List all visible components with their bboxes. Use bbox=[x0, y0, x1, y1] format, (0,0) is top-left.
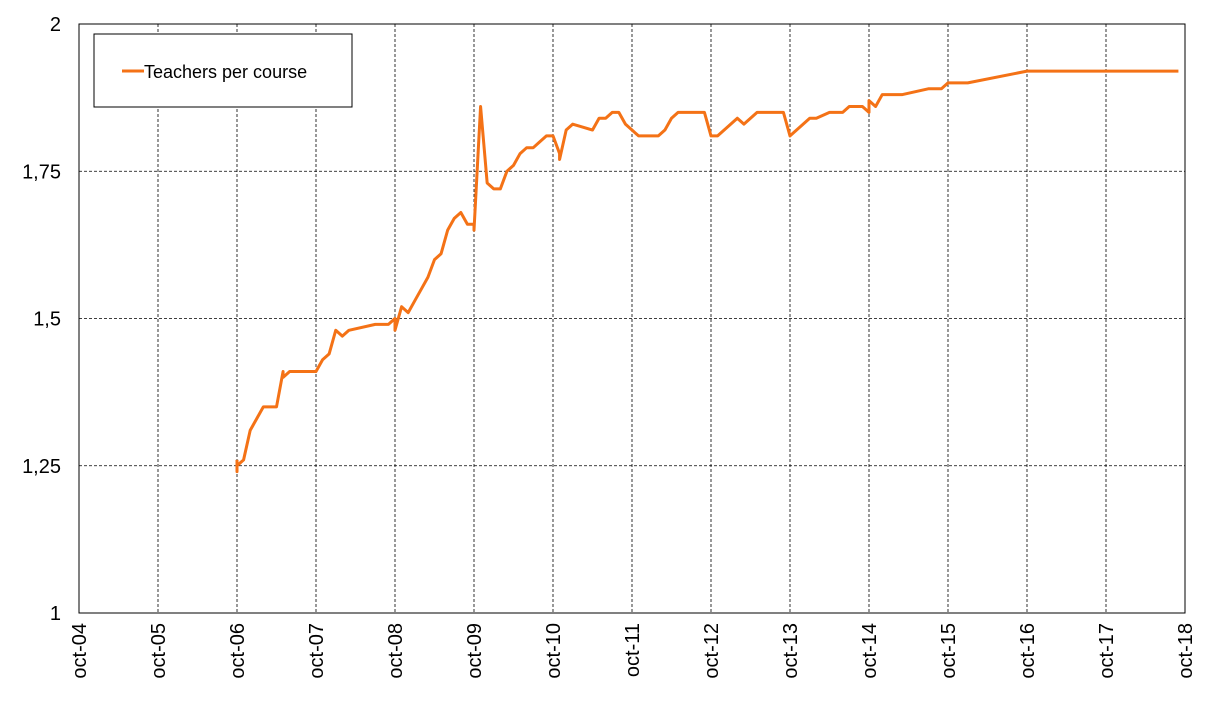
legend-box bbox=[93, 33, 353, 108]
x-tick-label: oct-14 bbox=[859, 623, 881, 679]
y-tick-label: 2 bbox=[50, 14, 61, 36]
x-tick-label: oct-08 bbox=[385, 623, 407, 679]
x-tick-label: oct-15 bbox=[938, 623, 960, 679]
y-tick-label: 1,25 bbox=[22, 456, 61, 478]
x-tick-label: oct-06 bbox=[227, 623, 249, 679]
legend-label: Teachers per course bbox=[144, 62, 307, 82]
x-tick-label: oct-07 bbox=[306, 623, 328, 679]
x-tick-label: oct-05 bbox=[148, 623, 170, 679]
x-tick-label: oct-04 bbox=[69, 623, 91, 679]
x-tick-label: oct-12 bbox=[701, 623, 723, 679]
x-tick-label: oct-09 bbox=[464, 623, 486, 679]
plot-border bbox=[78, 23, 1186, 614]
y-tick-label: 1,5 bbox=[33, 309, 61, 331]
y-tick-label: 1,75 bbox=[22, 161, 61, 183]
x-tick-label: oct-11 bbox=[622, 623, 644, 677]
y-tick-label: 1 bbox=[50, 603, 61, 625]
x-tick-label: oct-10 bbox=[543, 623, 565, 679]
x-tick-label: oct-16 bbox=[1017, 623, 1039, 679]
x-tick-label: oct-17 bbox=[1096, 623, 1118, 679]
x-tick-label: oct-18 bbox=[1175, 623, 1197, 679]
x-tick-label: oct-13 bbox=[780, 623, 802, 679]
data-line bbox=[235, 69, 1179, 474]
